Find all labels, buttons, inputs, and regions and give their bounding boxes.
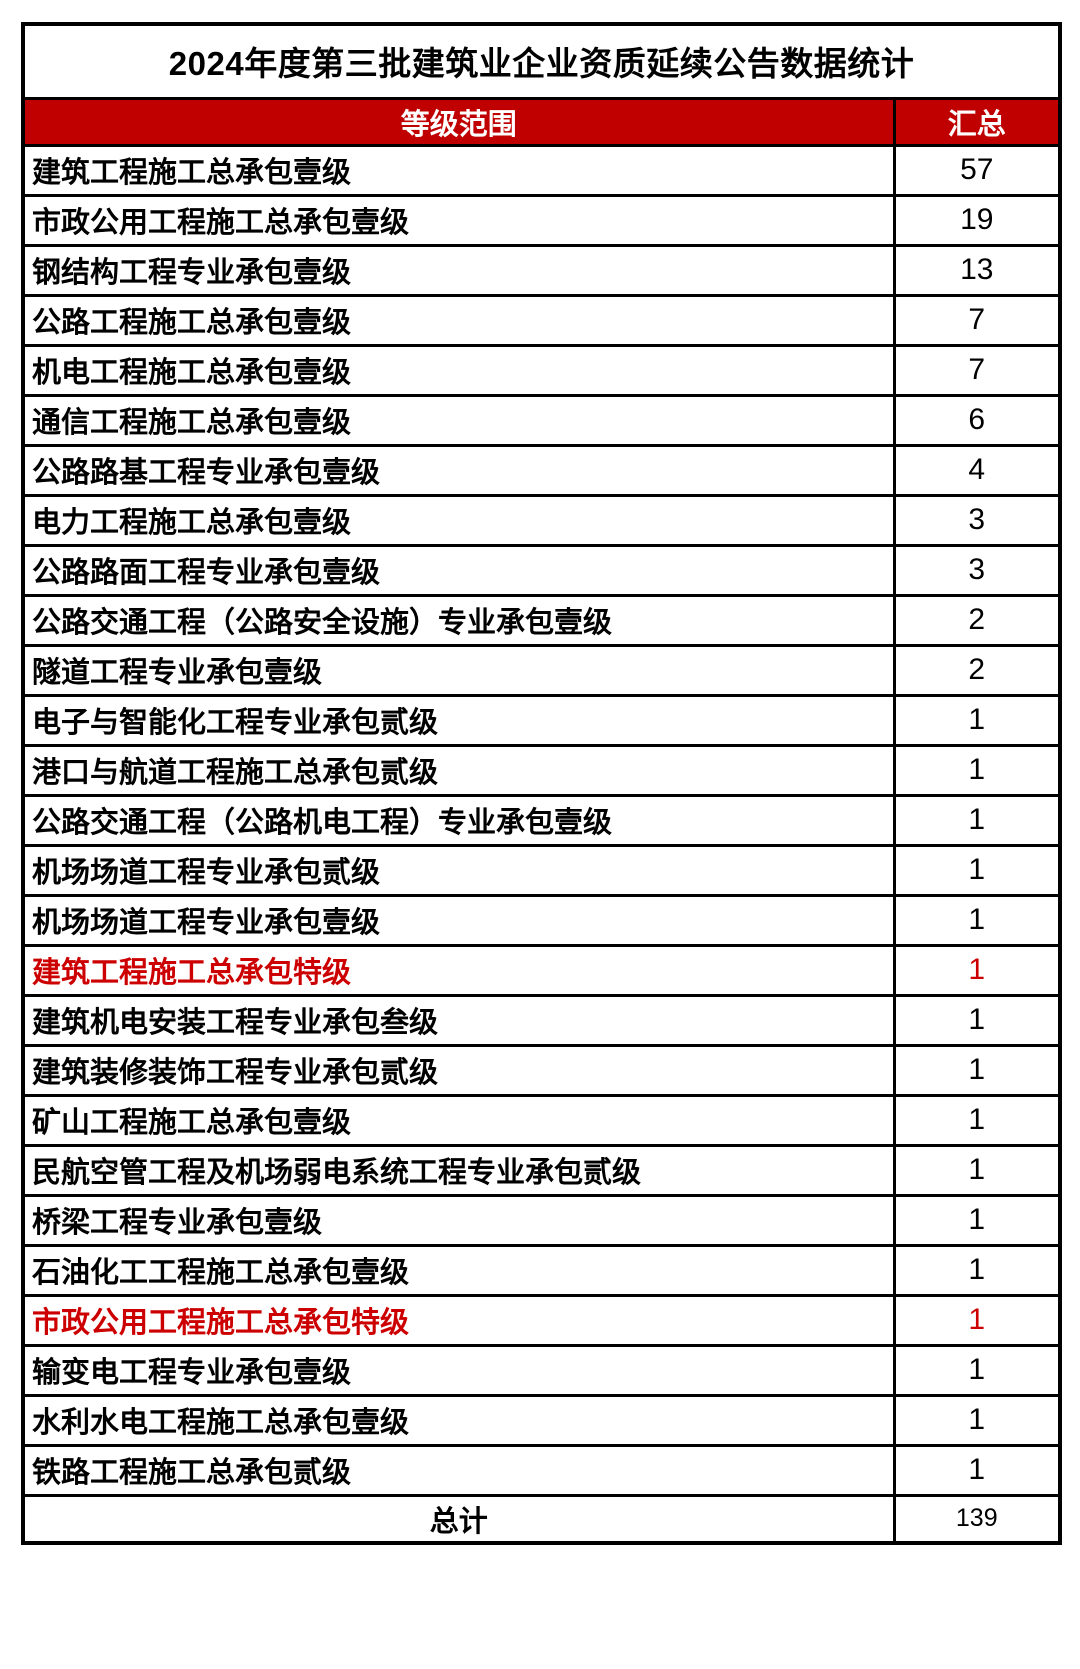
grade-range-cell: 电子与智能化工程专业承包贰级 (21, 693, 896, 747)
count-cell: 1 (892, 1293, 1062, 1347)
page-title: 2024年度第三批建筑业企业资质延续公告数据统计 (21, 22, 1062, 100)
table-row: 建筑工程施工总承包特级 1 (21, 943, 1062, 997)
table-row: 电力工程施工总承包壹级 3 (21, 493, 1062, 547)
grade-range-cell: 建筑工程施工总承包特级 (21, 943, 896, 997)
count-cell: 3 (892, 493, 1062, 547)
count-cell: 1 (892, 1343, 1062, 1397)
table-row: 电子与智能化工程专业承包贰级 1 (21, 693, 1062, 747)
table-head-section: 2024年度第三批建筑业企业资质延续公告数据统计 等级范围 汇总 (21, 22, 1062, 147)
count-cell: 6 (892, 393, 1062, 447)
table-row: 铁路工程施工总承包贰级 1 (21, 1443, 1062, 1497)
table-row: 公路交通工程（公路安全设施）专业承包壹级 2 (21, 593, 1062, 647)
count-cell: 1 (892, 1443, 1062, 1497)
table-row: 建筑工程施工总承包壹级 57 (21, 143, 1062, 197)
table-row: 市政公用工程施工总承包壹级 19 (21, 193, 1062, 247)
count-cell: 3 (892, 543, 1062, 597)
count-cell: 1 (892, 993, 1062, 1047)
count-cell: 1 (892, 793, 1062, 847)
count-cell: 1 (892, 943, 1062, 997)
grade-range-cell: 机电工程施工总承包壹级 (21, 343, 896, 397)
stats-table: 2024年度第三批建筑业企业资质延续公告数据统计 等级范围 汇总 建筑工程施工总… (21, 22, 1063, 1545)
grade-range-cell: 铁路工程施工总承包贰级 (21, 1443, 896, 1497)
table-row: 输变电工程专业承包壹级 1 (21, 1343, 1062, 1397)
count-cell: 1 (892, 843, 1062, 897)
grade-range-cell: 电力工程施工总承包壹级 (21, 493, 896, 547)
grade-range-cell: 建筑机电安装工程专业承包叁级 (21, 993, 896, 1047)
grade-range-cell: 市政公用工程施工总承包特级 (21, 1293, 896, 1347)
table-row: 通信工程施工总承包壹级 6 (21, 393, 1062, 447)
total-value-cell: 139 (892, 1493, 1062, 1544)
count-cell: 13 (892, 243, 1062, 297)
table-row: 水利水电工程施工总承包壹级 1 (21, 1393, 1062, 1447)
table-row: 机场场道工程专业承包壹级 1 (21, 893, 1062, 947)
count-cell: 1 (892, 1043, 1062, 1097)
count-cell: 1 (892, 693, 1062, 747)
table-row: 建筑装修装饰工程专业承包贰级 1 (21, 1043, 1062, 1097)
table-row: 桥梁工程专业承包壹级 1 (21, 1193, 1062, 1247)
header-row: 等级范围 汇总 (21, 96, 1062, 147)
count-cell: 1 (892, 743, 1062, 797)
count-cell: 7 (892, 293, 1062, 347)
column-header-grade-range: 等级范围 (21, 96, 896, 147)
table-row: 钢结构工程专业承包壹级 13 (21, 243, 1062, 297)
grade-range-cell: 公路交通工程（公路机电工程）专业承包壹级 (21, 793, 896, 847)
count-cell: 57 (892, 143, 1062, 197)
total-row: 总计 139 (21, 1493, 1062, 1544)
table-row: 石油化工工程施工总承包壹级 1 (21, 1243, 1062, 1297)
column-header-total: 汇总 (892, 96, 1062, 147)
table-row: 矿山工程施工总承包壹级 1 (21, 1093, 1062, 1147)
count-cell: 1 (892, 1193, 1062, 1247)
grade-range-cell: 通信工程施工总承包壹级 (21, 393, 896, 447)
grade-range-cell: 公路路基工程专业承包壹级 (21, 443, 896, 497)
grade-range-cell: 公路路面工程专业承包壹级 (21, 543, 896, 597)
table-body: 建筑工程施工总承包壹级 57 市政公用工程施工总承包壹级 19 钢结构工程专业承… (21, 143, 1062, 1497)
table-row: 机场场道工程专业承包贰级 1 (21, 843, 1062, 897)
grade-range-cell: 输变电工程专业承包壹级 (21, 1343, 896, 1397)
grade-range-cell: 民航空管工程及机场弱电系统工程专业承包贰级 (21, 1143, 896, 1197)
grade-range-cell: 钢结构工程专业承包壹级 (21, 243, 896, 297)
count-cell: 2 (892, 593, 1062, 647)
grade-range-cell: 隧道工程专业承包壹级 (21, 643, 896, 697)
count-cell: 1 (892, 893, 1062, 947)
grade-range-cell: 桥梁工程专业承包壹级 (21, 1193, 896, 1247)
count-cell: 19 (892, 193, 1062, 247)
total-label-cell: 总计 (21, 1493, 896, 1544)
count-cell: 4 (892, 443, 1062, 497)
table-row: 港口与航道工程施工总承包贰级 1 (21, 743, 1062, 797)
table-row: 建筑机电安装工程专业承包叁级 1 (21, 993, 1062, 1047)
count-cell: 7 (892, 343, 1062, 397)
table-row: 公路交通工程（公路机电工程）专业承包壹级 1 (21, 793, 1062, 847)
grade-range-cell: 矿山工程施工总承包壹级 (21, 1093, 896, 1147)
grade-range-cell: 石油化工工程施工总承包壹级 (21, 1243, 896, 1297)
grade-range-cell: 公路工程施工总承包壹级 (21, 293, 896, 347)
count-cell: 1 (892, 1093, 1062, 1147)
table-row: 公路路基工程专业承包壹级 4 (21, 443, 1062, 497)
table-row: 民航空管工程及机场弱电系统工程专业承包贰级 1 (21, 1143, 1062, 1197)
count-cell: 1 (892, 1243, 1062, 1297)
count-cell: 1 (892, 1393, 1062, 1447)
title-row: 2024年度第三批建筑业企业资质延续公告数据统计 (21, 22, 1062, 100)
grade-range-cell: 港口与航道工程施工总承包贰级 (21, 743, 896, 797)
table-row: 机电工程施工总承包壹级 7 (21, 343, 1062, 397)
grade-range-cell: 建筑工程施工总承包壹级 (21, 143, 896, 197)
grade-range-cell: 机场场道工程专业承包壹级 (21, 893, 896, 947)
grade-range-cell: 建筑装修装饰工程专业承包贰级 (21, 1043, 896, 1097)
table-row: 市政公用工程施工总承包特级 1 (21, 1293, 1062, 1347)
count-cell: 1 (892, 1143, 1062, 1197)
count-cell: 2 (892, 643, 1062, 697)
grade-range-cell: 公路交通工程（公路安全设施）专业承包壹级 (21, 593, 896, 647)
table-row: 公路路面工程专业承包壹级 3 (21, 543, 1062, 597)
table-row: 公路工程施工总承包壹级 7 (21, 293, 1062, 347)
table-foot-section: 总计 139 (21, 1493, 1062, 1544)
grade-range-cell: 水利水电工程施工总承包壹级 (21, 1393, 896, 1447)
grade-range-cell: 机场场道工程专业承包贰级 (21, 843, 896, 897)
table-row: 隧道工程专业承包壹级 2 (21, 643, 1062, 697)
grade-range-cell: 市政公用工程施工总承包壹级 (21, 193, 896, 247)
